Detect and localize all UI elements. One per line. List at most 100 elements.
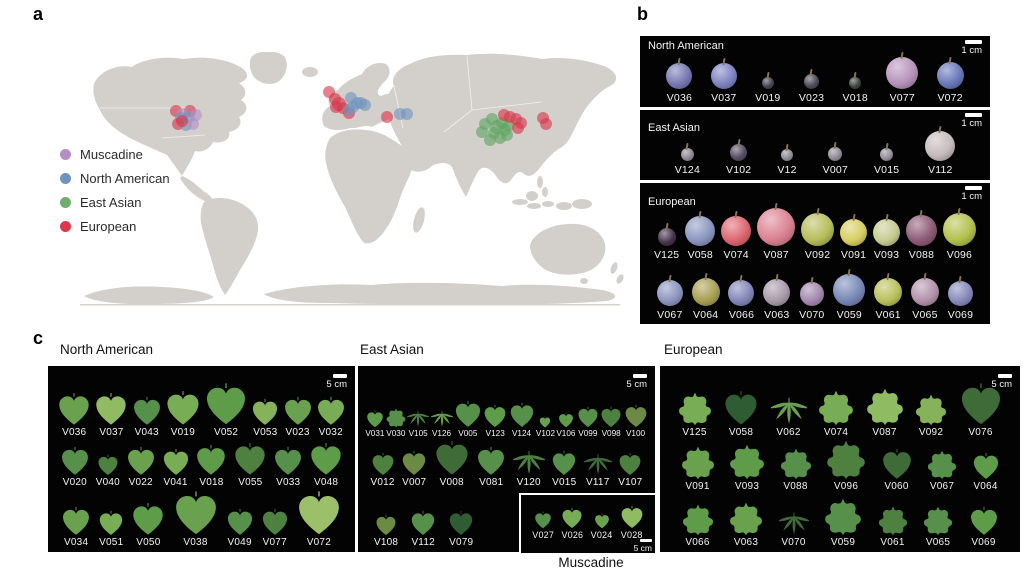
legend-dot-icon	[60, 221, 71, 232]
leaf-group-title: North American	[60, 342, 154, 357]
leaf-label: V069	[971, 537, 996, 548]
grape-label: V096	[946, 249, 973, 261]
leaf-item: V053	[251, 398, 279, 438]
grape-item: V087	[757, 202, 796, 261]
leaf-item: V015	[551, 450, 577, 488]
grape-label: V12	[777, 164, 797, 176]
leaf-photo	[131, 502, 165, 536]
leaf-photo	[779, 506, 809, 536]
map-dot	[381, 111, 393, 123]
scale-bar: 1 cm	[961, 113, 982, 129]
leaf-photo	[366, 410, 384, 428]
leaf-item: V036	[57, 392, 91, 438]
grape-label: V015	[873, 164, 900, 176]
grape-row: V124 V102 V12 V007 V015 V112	[648, 125, 982, 176]
legend-label: East Asian	[80, 195, 142, 210]
scale-bar: 5 cm	[991, 374, 1012, 390]
leaf-box-east-asian: 5 cm V031 V030 V105 V126 V005 V123 V124 V102 V10…	[358, 366, 657, 555]
grape-item: V072	[936, 56, 964, 104]
grape-label: V102	[726, 164, 752, 176]
grape-label: V066	[728, 309, 755, 321]
grape-item: V077	[886, 51, 919, 104]
leaf-label: V096	[833, 481, 859, 492]
muscadine-caption: Muscadine	[558, 555, 624, 570]
leaf-photo	[959, 382, 1003, 426]
leaf-item: V052	[204, 382, 248, 438]
leaf-photo	[476, 446, 506, 476]
leaf-item: V051	[98, 510, 124, 548]
grape-photo	[780, 149, 793, 161]
legend-item-north-american: North American	[60, 171, 170, 186]
leaf-photo	[61, 506, 91, 536]
leaf-row: V091 V093 V088 V096 V060 V067 V064	[666, 440, 1014, 492]
leaf-label: V091	[685, 481, 710, 492]
map-dot	[540, 118, 552, 130]
leaf-photo	[969, 506, 999, 536]
leaf-item: V102	[536, 416, 555, 438]
grape-photo	[657, 228, 676, 246]
scale-bar-line	[998, 374, 1012, 378]
leaf-photo	[57, 392, 91, 426]
leaf-photo	[600, 406, 622, 428]
grape-photo	[799, 282, 824, 306]
leaf-item: V020	[60, 446, 90, 488]
leaf-item: V105	[407, 406, 429, 438]
leaf-item: V092	[915, 394, 947, 438]
leaf-row: V036 V037 V043 V019 V052 V053 V023 V032	[54, 374, 349, 438]
leaf-item: V123	[483, 404, 507, 438]
leaf-photo	[483, 404, 507, 428]
leaf-photo	[678, 392, 712, 426]
leaf-item: V033	[273, 446, 303, 488]
grape-row: V125 V058 V074 V087 V092 V091 V093 V088 V096	[648, 199, 982, 261]
grape-photo	[680, 148, 694, 161]
leaf-photo	[923, 506, 953, 536]
legend-dot-icon	[60, 197, 71, 208]
leaf-label: V126	[431, 429, 452, 438]
leaf-photo	[513, 444, 545, 476]
leaf-photo	[431, 406, 453, 428]
leaf-label: V036	[62, 427, 87, 438]
leaf-item: V093	[729, 444, 765, 492]
grape-photo	[763, 279, 791, 306]
grape-label: V125	[653, 249, 680, 261]
leaf-label: V033	[276, 477, 301, 488]
leaf-item: V008	[434, 440, 470, 488]
leaf-label: V024	[590, 530, 613, 540]
grape-label: V091	[840, 249, 867, 261]
leaf-photo	[165, 390, 201, 426]
leaf-photo	[681, 446, 715, 480]
leaf-label: V043	[134, 427, 159, 438]
grape-photo	[840, 219, 868, 246]
leaf-label: V058	[728, 427, 754, 438]
leaf-photo	[98, 510, 124, 536]
leaf-label: V076	[968, 427, 993, 438]
leaf-item: V072	[296, 490, 342, 548]
grape-item: V058	[685, 210, 716, 261]
leaf-label: V105	[408, 429, 428, 438]
leaf-item: V099	[577, 406, 599, 438]
leaf-item: V040	[96, 454, 120, 488]
leaf-item: V069	[969, 506, 999, 548]
leaf-label: V015	[552, 477, 577, 488]
scale-bar-line	[640, 539, 652, 542]
leaf-label: V108	[374, 537, 399, 548]
leaf-photo	[94, 392, 128, 426]
grape-item: V070	[799, 276, 824, 321]
grape-item: V112	[925, 125, 956, 176]
grape-item: V091	[840, 213, 868, 261]
grape-photo	[721, 216, 752, 246]
grape-label: V093	[873, 249, 900, 261]
leaf-item: V050	[131, 502, 165, 548]
legend-label: European	[80, 219, 137, 234]
leaf-item: V106	[556, 412, 575, 438]
leaf-photo	[826, 440, 866, 480]
grape-item: V124	[675, 142, 700, 176]
grape-photo	[685, 216, 716, 246]
leaf-photo	[296, 490, 342, 536]
grape-item: V015	[873, 142, 900, 176]
leaf-label: V038	[183, 537, 208, 548]
leaf-item: V126	[431, 406, 453, 438]
leaf-label: V055	[238, 477, 263, 488]
leaf-label: V020	[62, 477, 87, 488]
